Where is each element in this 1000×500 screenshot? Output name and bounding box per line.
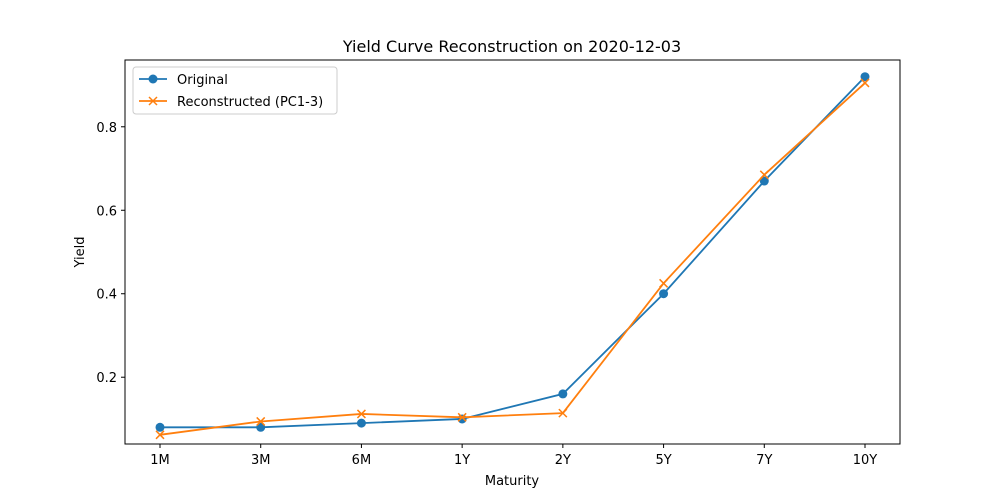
legend: Original Reconstructed (PC1-3) <box>132 66 338 115</box>
data-point <box>148 74 158 84</box>
y-tick-label: 0.4 <box>96 288 117 303</box>
legend-label: Reconstructed (PC1-3) <box>177 95 323 110</box>
legend-item: Reconstructed (PC1-3) <box>139 95 323 110</box>
legend-label: Original <box>177 73 228 88</box>
x-axis-label: Maturity <box>485 474 540 489</box>
data-point-stroke <box>256 416 266 426</box>
y-axis-label: Yield <box>73 237 88 269</box>
data-point-stroke <box>155 430 165 440</box>
x-tick-label: 3M <box>251 453 271 468</box>
x-tick-label: 10Y <box>853 453 878 468</box>
data-point <box>356 409 366 419</box>
data-point-stroke <box>558 408 568 418</box>
chart-title: Yield Curve Reconstruction on 2020-12-03 <box>342 37 681 56</box>
legend-item: Original <box>139 73 228 88</box>
plot-frame <box>124 59 901 445</box>
data-point <box>558 408 568 418</box>
data-point <box>759 176 769 186</box>
y-tick-label: 0.8 <box>96 121 117 136</box>
data-point <box>759 170 769 180</box>
data-point <box>256 422 266 432</box>
legend-box <box>132 66 338 115</box>
y-axis-ticks: 0.2 0.4 0.6 0.8 <box>96 121 125 386</box>
x-tick-label: 1M <box>150 453 170 468</box>
data-point <box>860 72 870 82</box>
data-point-stroke <box>148 96 158 106</box>
data-point <box>860 78 870 88</box>
x-tick-label: 7Y <box>756 453 772 468</box>
y-tick-label: 0.6 <box>96 204 117 219</box>
data-point <box>457 412 467 422</box>
x-tick-label: 2Y <box>555 453 571 468</box>
data-point <box>659 289 669 299</box>
data-point-stroke <box>457 412 467 422</box>
data-point-stroke <box>356 409 366 419</box>
x-axis-ticks: 1M 3M 6M 1Y 2Y 5Y 7Y 10Y <box>150 444 877 468</box>
data-point <box>155 422 165 432</box>
data-point <box>558 389 568 399</box>
series-original <box>155 72 870 432</box>
series-layer <box>155 72 870 440</box>
x-tick-label: 1Y <box>454 453 470 468</box>
series-reconstructed-pc1-3 <box>155 78 870 440</box>
data-point-stroke <box>860 78 870 88</box>
data-point-stroke <box>659 278 669 288</box>
x-tick-label: 5Y <box>655 453 671 468</box>
data-point-stroke <box>759 170 769 180</box>
data-point <box>155 430 165 440</box>
data-point <box>659 278 669 288</box>
data-point <box>256 416 266 426</box>
series-line <box>160 76 866 429</box>
series-line <box>159 82 866 436</box>
data-point <box>356 418 366 428</box>
x-tick-label: 6M <box>352 453 372 468</box>
y-tick-label: 0.2 <box>96 371 117 386</box>
data-point <box>457 414 467 424</box>
data-point <box>148 96 158 106</box>
